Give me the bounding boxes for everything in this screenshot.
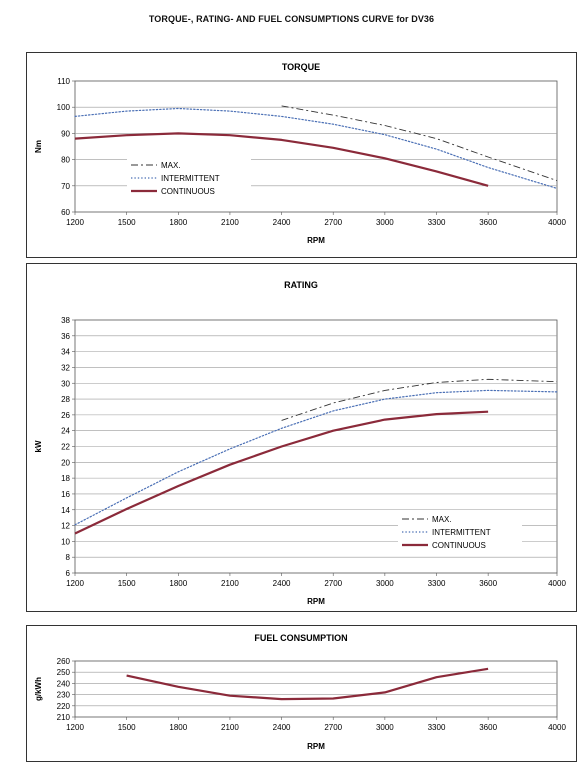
y-tick-label: 20 [61,458,70,467]
x-tick-label: 4000 [548,723,566,732]
page-title: TORQUE-, RATING- AND FUEL CONSUMPTIONS C… [148,14,435,24]
y-tick-label: 60 [61,208,70,217]
series-line-continuous [74,132,489,187]
x-tick-label: 3600 [479,579,497,588]
x-tick-label: 2700 [324,218,342,227]
y-tick-label: 110 [57,77,70,86]
x-tick-label: 1500 [118,723,136,732]
x-tick-label: 2100 [221,218,239,227]
y-tick-label: 100 [57,103,71,112]
torque-chart-panel: TORQUE 60 70 80 90 100 110 1200 1500 1800 2100 2400… [26,52,577,258]
legend-entry: CONTINUOUS [161,187,215,196]
series-line-intermittent [74,389,558,526]
series-line-intermittent [74,107,558,189]
y-tick-label: 36 [61,332,70,341]
y-tick-label: 22 [61,443,70,452]
y-tick-label: 90 [61,129,70,138]
y-tick-label: 8 [66,553,71,562]
x-tick-label: 3000 [376,723,394,732]
y-tick-label: 16 [61,490,70,499]
chart-title: TORQUE [282,62,320,72]
y-tick-label: 260 [57,657,71,666]
y-tick-label: 250 [57,668,71,677]
y-tick-label: 34 [61,348,70,357]
x-tick-label: 2100 [221,723,239,732]
fuel-chart-panel: FUEL CONSUMPTION 210 220 230 240 250 260 1200 15… [26,625,577,762]
x-axis-label: RPM [307,236,325,245]
y-axis-label: Nm [34,140,43,153]
y-tick-label: 210 [57,713,71,722]
y-tick-label: 70 [61,182,70,191]
x-tick-label: 3300 [428,723,446,732]
y-axis-label: kW [34,440,43,452]
x-tick-label: 1800 [169,723,187,732]
x-axis-label: RPM [307,742,325,751]
legend-entry: CONTINUOUS [432,541,486,550]
legend: MAX. INTERMITTENT CONTINUOUS [398,510,522,552]
x-tick-label: 1500 [118,218,136,227]
y-tick-label: 230 [57,691,71,700]
x-tick-label: 4000 [548,218,566,227]
x-tick-label: 2400 [273,218,291,227]
y-tick-label: 240 [57,679,71,688]
y-tick-label: 12 [61,522,70,531]
y-tick-label: 26 [61,411,70,420]
x-tick-label: 3600 [479,723,497,732]
y-tick-label: 32 [61,363,70,372]
x-tick-label: 3300 [428,218,446,227]
legend-entry: INTERMITTENT [432,528,491,537]
y-tick-label: 18 [61,474,70,483]
x-tick-label: 2400 [273,723,291,732]
x-tick-label: 1200 [66,218,84,227]
x-tick-label: 1200 [66,579,84,588]
x-tick-label: 2700 [324,723,342,732]
fuel-chart: FUEL CONSUMPTION 210 220 230 240 250 260 1200 15… [34,633,566,751]
legend: MAX. INTERMITTENT CONTINUOUS [127,156,251,198]
series-line-continuous [74,410,489,535]
series-line-max [281,378,558,421]
series-line-max [281,105,558,182]
series-line-fuel [126,667,489,701]
y-tick-label: 220 [57,702,71,711]
x-tick-label: 2100 [221,579,239,588]
chart-title: FUEL CONSUMPTION [254,633,347,643]
x-tick-label: 3000 [376,579,394,588]
x-tick-label: 4000 [548,579,566,588]
rating-chart-panel: RATING 6 8 10 12 14 16 18 20 22 24 26 28 30 32 34 36 38 12… [26,263,577,612]
chart-title: RATING [284,280,318,290]
legend-entry: MAX. [161,161,181,170]
x-tick-label: 3000 [376,218,394,227]
x-tick-label: 2400 [273,579,291,588]
y-tick-label: 38 [61,316,70,325]
x-tick-label: 1200 [66,723,84,732]
x-tick-label: 3300 [428,579,446,588]
x-tick-label: 1500 [118,579,136,588]
y-tick-label: 28 [61,395,70,404]
y-axis-label: g/kWh [34,677,43,701]
x-tick-label: 1800 [169,218,187,227]
x-tick-label: 1800 [169,579,187,588]
y-tick-label: 10 [61,537,70,546]
x-tick-label: 2700 [324,579,342,588]
y-tick-label: 30 [61,379,70,388]
x-axis-label: RPM [307,597,325,606]
y-tick-label: 6 [66,569,71,578]
y-tick-label: 24 [61,427,70,436]
rating-chart: RATING 6 8 10 12 14 16 18 20 22 24 26 28 30 32 34 36 38 12… [34,280,566,606]
legend-entry: INTERMITTENT [161,174,220,183]
legend-entry: MAX. [432,515,452,524]
y-tick-label: 80 [61,156,70,165]
x-tick-label: 3600 [479,218,497,227]
y-tick-label: 14 [61,506,70,515]
torque-chart: TORQUE 60 70 80 90 100 110 1200 1500 1800 2100 2400… [34,62,566,245]
